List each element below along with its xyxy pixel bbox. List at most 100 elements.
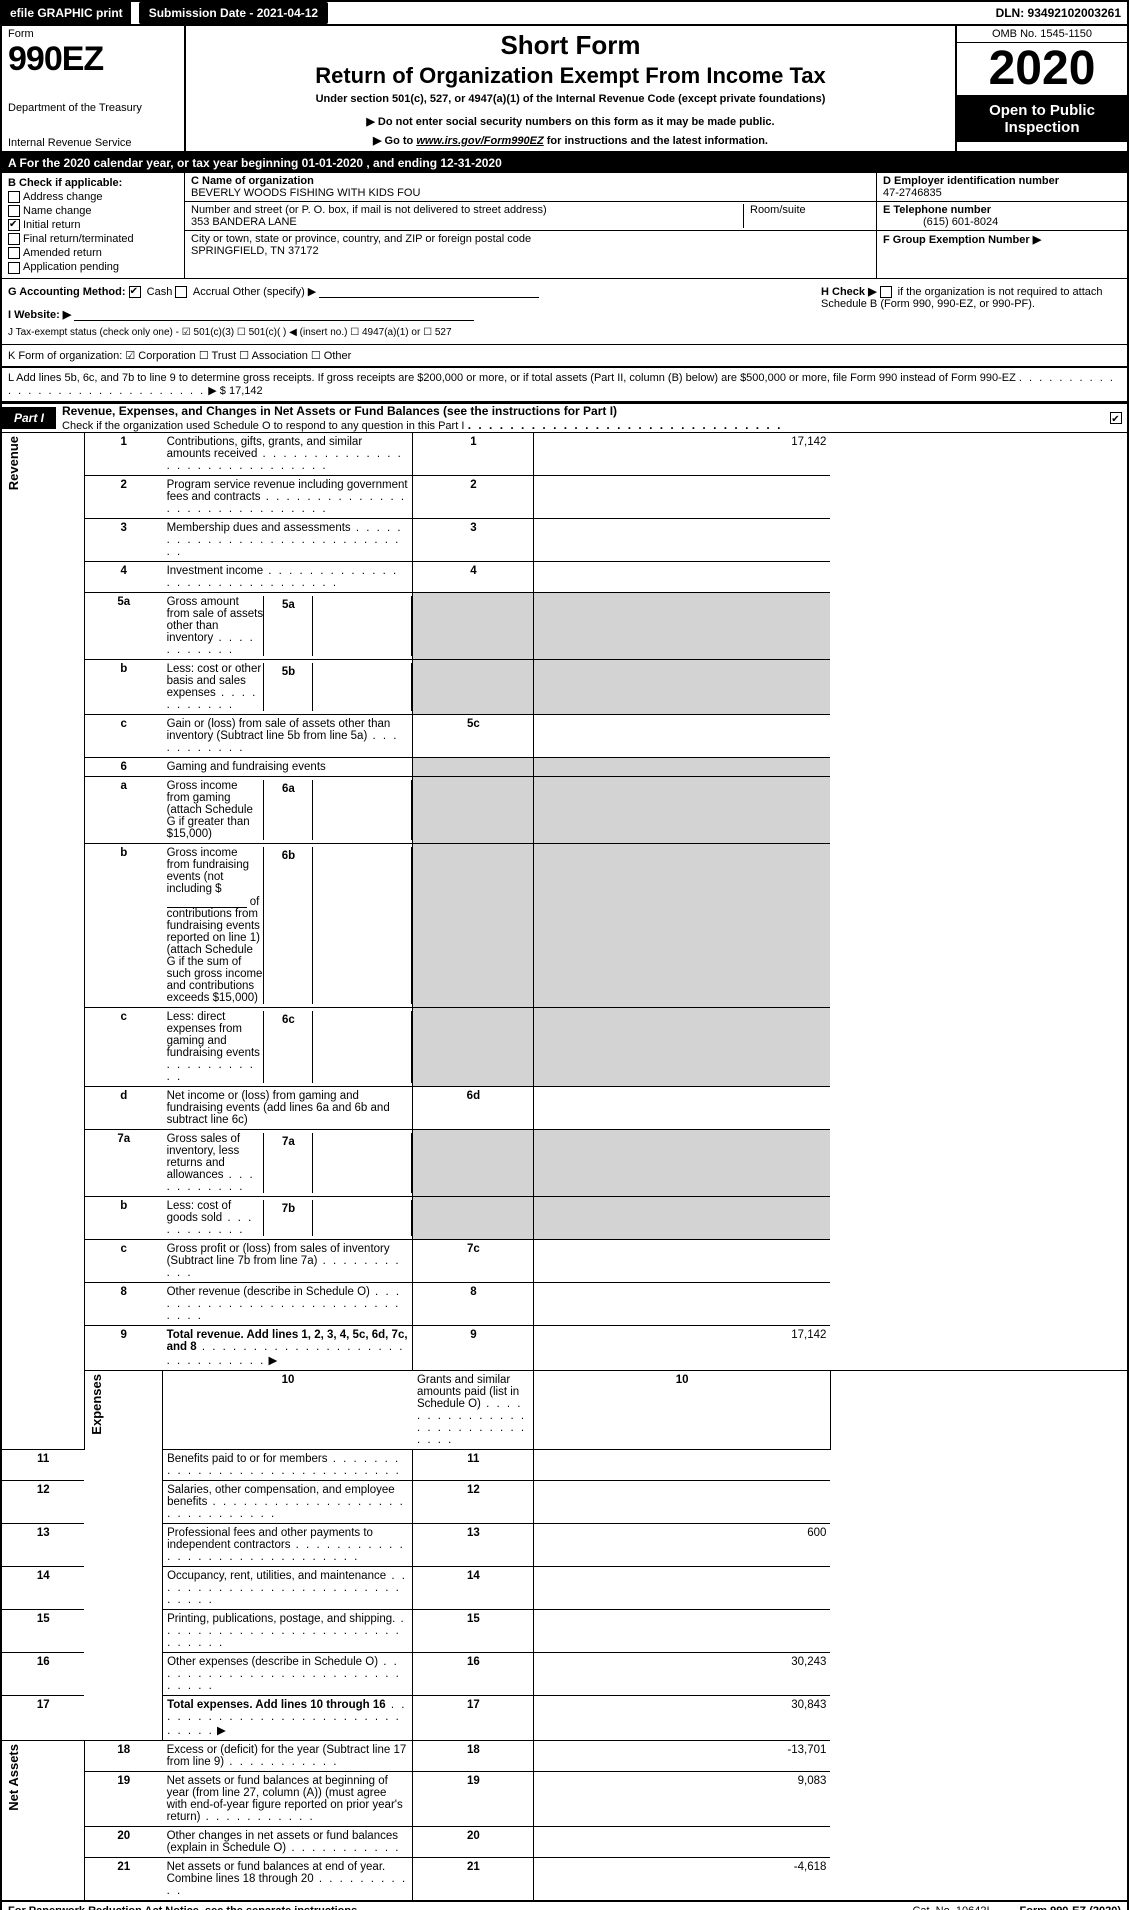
part1-tag: Part I — [2, 407, 56, 429]
header-center: Short Form Return of Organization Exempt… — [186, 26, 955, 151]
part1-title: Revenue, Expenses, and Changes in Net As… — [62, 404, 617, 418]
room-suite-label: Room/suite — [743, 204, 870, 228]
chk-name-change[interactable]: Name change — [8, 205, 178, 217]
line-6c: c Less: direct expenses from gaming and … — [2, 1007, 1127, 1086]
footer: For Paperwork Reduction Act Notice, see … — [2, 1900, 1127, 1910]
website-input[interactable] — [74, 308, 474, 321]
other-specify-input[interactable] — [319, 285, 539, 298]
form-number: 990EZ — [8, 40, 178, 79]
line-13: 13 Professional fees and other payments … — [2, 1523, 1127, 1566]
line-3: 3 Membership dues and assessments 3 — [2, 518, 1127, 561]
omb-number: OMB No. 1545-1150 — [957, 26, 1127, 43]
box-b: B Check if applicable: Address change Na… — [2, 173, 185, 278]
line-l: L Add lines 5b, 6c, and 7b to line 9 to … — [2, 368, 1127, 402]
line-9-value: 17,142 — [534, 1325, 831, 1370]
chk-no-schedule-b[interactable] — [880, 286, 892, 298]
box-b-title: B Check if applicable: — [8, 177, 122, 189]
org-street: 353 BANDERA LANE — [191, 216, 297, 228]
line-g: G Accounting Method: Cash Accrual Other … — [8, 285, 821, 298]
line-17: 17 Total expenses. Add lines 10 through … — [2, 1695, 1127, 1740]
form-no-footer: Form 990-EZ (2020) — [1020, 1905, 1121, 1910]
open-to-public: Open to Public Inspection — [957, 96, 1127, 142]
line-5b: b Less: cost or other basis and sales ex… — [2, 659, 1127, 714]
part1-check-box[interactable] — [1107, 411, 1127, 425]
line-5a: 5a Gross amount from sale of assets othe… — [2, 592, 1127, 659]
c-city-label: City or town, state or province, country… — [191, 233, 531, 245]
ein-value: 47-2746835 — [883, 187, 942, 199]
top-bar: efile GRAPHIC print Submission Date - 20… — [2, 2, 1127, 26]
dln: DLN: 93492102003261 — [996, 6, 1127, 20]
box-def: D Employer identification number 47-2746… — [876, 173, 1127, 278]
line-19: 19 Net assets or fund balances at beginn… — [2, 1771, 1127, 1826]
chk-accrual[interactable] — [175, 286, 187, 298]
line-16-value: 30,243 — [534, 1652, 831, 1695]
line-h: H Check ▶ if the organization is not req… — [821, 285, 1121, 338]
form-container: efile GRAPHIC print Submission Date - 20… — [0, 0, 1129, 1910]
period-bar: A For the 2020 calendar year, or tax yea… — [2, 153, 1127, 173]
expenses-side-label: Expenses — [89, 1374, 104, 1435]
go-to-note: ▶ Go to www.irs.gov/Form990EZ for instru… — [196, 134, 945, 147]
line-13-value: 600 — [534, 1523, 831, 1566]
line-k: K Form of organization: ☑ Corporation ☐ … — [2, 345, 1127, 368]
short-form-title: Short Form — [196, 30, 945, 61]
netassets-side-label: Net Assets — [6, 1744, 21, 1811]
revenue-side-label: Revenue — [6, 436, 21, 490]
go-to-pre: ▶ Go to — [373, 135, 416, 147]
line-10: Expenses 10 Grants and similar amounts p… — [2, 1370, 1127, 1449]
chk-cash[interactable] — [129, 286, 141, 298]
chk-initial-return[interactable]: Initial return — [8, 219, 178, 231]
efile-label: efile GRAPHIC print — [2, 2, 131, 24]
line-18: Net Assets 18 Excess or (deficit) for th… — [2, 1740, 1127, 1771]
6b-amount-input[interactable] — [167, 895, 247, 908]
line-i: I Website: ▶ — [8, 308, 821, 321]
line-20: 20 Other changes in net assets or fund b… — [2, 1826, 1127, 1857]
line-6d: d Net income or (loss) from gaming and f… — [2, 1086, 1127, 1129]
tel-value: (615) 601-8024 — [883, 216, 998, 228]
line-15: 15 Printing, publications, postage, and … — [2, 1609, 1127, 1652]
line-21-value: -4,618 — [534, 1857, 831, 1900]
under-section: Under section 501(c), 527, or 4947(a)(1)… — [196, 93, 945, 105]
line-6: 6 Gaming and fundraising events — [2, 757, 1127, 776]
line-8: 8 Other revenue (describe in Schedule O)… — [2, 1282, 1127, 1325]
org-city: SPRINGFIELD, TN 37172 — [191, 245, 319, 257]
tax-year: 2020 — [957, 43, 1127, 96]
line-11: 11 Benefits paid to or for members 11 — [2, 1449, 1127, 1480]
cat-no: Cat. No. 10642I — [912, 1905, 989, 1910]
return-title: Return of Organization Exempt From Incom… — [196, 63, 945, 89]
line-21: 21 Net assets or fund balances at end of… — [2, 1857, 1127, 1900]
irs-label: Internal Revenue Service — [8, 137, 178, 149]
lines-table: Revenue 1 Contributions, gifts, grants, … — [2, 433, 1127, 1900]
line-1-value: 17,142 — [534, 433, 831, 476]
header-left: Form 990EZ Department of the Treasury In… — [2, 26, 186, 151]
e-tel-label: E Telephone number — [883, 204, 991, 216]
line-1: Revenue 1 Contributions, gifts, grants, … — [2, 433, 1127, 476]
box-c: C Name of organization BEVERLY WOODS FIS… — [185, 173, 876, 278]
line-6b: b Gross income from fundraising events (… — [2, 843, 1127, 1007]
line-7a: 7a Gross sales of inventory, less return… — [2, 1129, 1127, 1196]
line-9: 9 Total revenue. Add lines 1, 2, 3, 4, 5… — [2, 1325, 1127, 1370]
line-7b: b Less: cost of goods sold 7b — [2, 1196, 1127, 1239]
line-j: J Tax-exempt status (check only one) - ☑… — [8, 327, 821, 338]
dept-label: Department of the Treasury — [8, 102, 178, 114]
c-street-label: Number and street (or P. O. box, if mail… — [191, 204, 547, 216]
chk-application-pending[interactable]: Application pending — [8, 261, 178, 273]
info-row: B Check if applicable: Address change Na… — [2, 173, 1127, 279]
gh-row: G Accounting Method: Cash Accrual Other … — [2, 279, 1127, 345]
line-14: 14 Occupancy, rent, utilities, and maint… — [2, 1566, 1127, 1609]
chk-amended-return[interactable]: Amended return — [8, 247, 178, 259]
irs-link[interactable]: www.irs.gov/Form990EZ — [416, 135, 543, 147]
line-4: 4 Investment income 4 — [2, 561, 1127, 592]
form-label: Form — [8, 28, 178, 40]
chk-final-return[interactable]: Final return/terminated — [8, 233, 178, 245]
form-header: Form 990EZ Department of the Treasury In… — [2, 26, 1127, 153]
line-17-value: 30,843 — [534, 1695, 831, 1740]
org-name: BEVERLY WOODS FISHING WITH KIDS FOU — [191, 187, 420, 199]
pra-notice: For Paperwork Reduction Act Notice, see … — [8, 1905, 360, 1910]
line-2: 2 Program service revenue including gove… — [2, 475, 1127, 518]
f-group-label: F Group Exemption Number ▶ — [883, 234, 1041, 246]
line-5c: c Gain or (loss) from sale of assets oth… — [2, 714, 1127, 757]
line-16: 16 Other expenses (describe in Schedule … — [2, 1652, 1127, 1695]
chk-address-change[interactable]: Address change — [8, 191, 178, 203]
line-18-value: -13,701 — [534, 1740, 831, 1771]
line-19-value: 9,083 — [534, 1771, 831, 1826]
